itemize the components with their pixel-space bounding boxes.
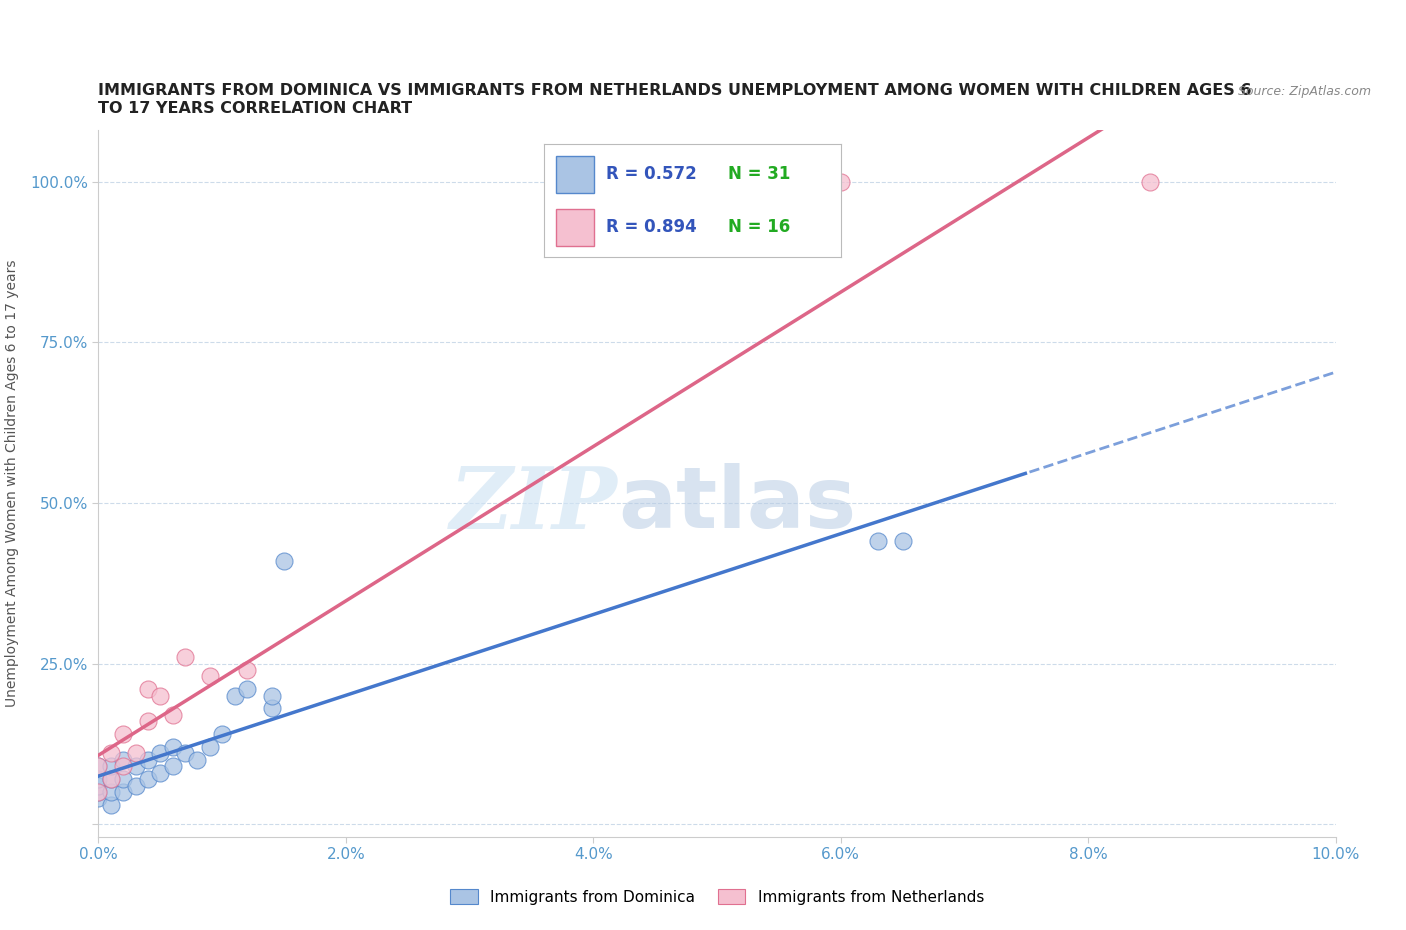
Point — [236, 662, 259, 677]
Text: Source: ZipAtlas.com: Source: ZipAtlas.com — [1237, 85, 1371, 98]
Point — [136, 772, 159, 787]
Point — [186, 752, 208, 767]
Point — [112, 759, 135, 774]
Point — [136, 682, 159, 697]
Point — [224, 688, 246, 703]
Text: TO 17 YEARS CORRELATION CHART: TO 17 YEARS CORRELATION CHART — [98, 101, 412, 116]
Point — [211, 726, 233, 741]
Point — [112, 726, 135, 741]
Point — [174, 746, 197, 761]
Point — [87, 759, 110, 774]
Point — [1139, 174, 1161, 189]
Point — [112, 752, 135, 767]
Point — [198, 669, 221, 684]
Point — [124, 759, 146, 774]
Y-axis label: Unemployment Among Women with Children Ages 6 to 17 years: Unemployment Among Women with Children A… — [4, 259, 18, 708]
Point — [87, 785, 110, 800]
Point — [112, 772, 135, 787]
Point — [100, 772, 122, 787]
Point — [149, 688, 172, 703]
Point — [136, 752, 159, 767]
Point — [174, 650, 197, 665]
Point — [87, 791, 110, 806]
Point — [100, 772, 122, 787]
Point — [112, 785, 135, 800]
Point — [162, 708, 184, 723]
Point — [149, 746, 172, 761]
Point — [124, 778, 146, 793]
Point — [830, 174, 852, 189]
Point — [162, 759, 184, 774]
Point — [260, 688, 283, 703]
Point — [273, 553, 295, 568]
Text: atlas: atlas — [619, 463, 856, 546]
Point — [149, 765, 172, 780]
Point — [100, 797, 122, 812]
Point — [87, 772, 110, 787]
Point — [198, 739, 221, 754]
Point — [236, 682, 259, 697]
Point — [100, 759, 122, 774]
Point — [136, 714, 159, 729]
Point — [87, 785, 110, 800]
Text: IMMIGRANTS FROM DOMINICA VS IMMIGRANTS FROM NETHERLANDS UNEMPLOYMENT AMONG WOMEN: IMMIGRANTS FROM DOMINICA VS IMMIGRANTS F… — [98, 83, 1251, 98]
Point — [87, 759, 110, 774]
Point — [162, 739, 184, 754]
Point — [891, 534, 914, 549]
Point — [260, 701, 283, 716]
Point — [124, 746, 146, 761]
Legend: Immigrants from Dominica, Immigrants from Netherlands: Immigrants from Dominica, Immigrants fro… — [444, 883, 990, 910]
Text: ZIP: ZIP — [450, 463, 619, 547]
Point — [87, 778, 110, 793]
Point — [100, 746, 122, 761]
Point — [866, 534, 889, 549]
Point — [100, 785, 122, 800]
